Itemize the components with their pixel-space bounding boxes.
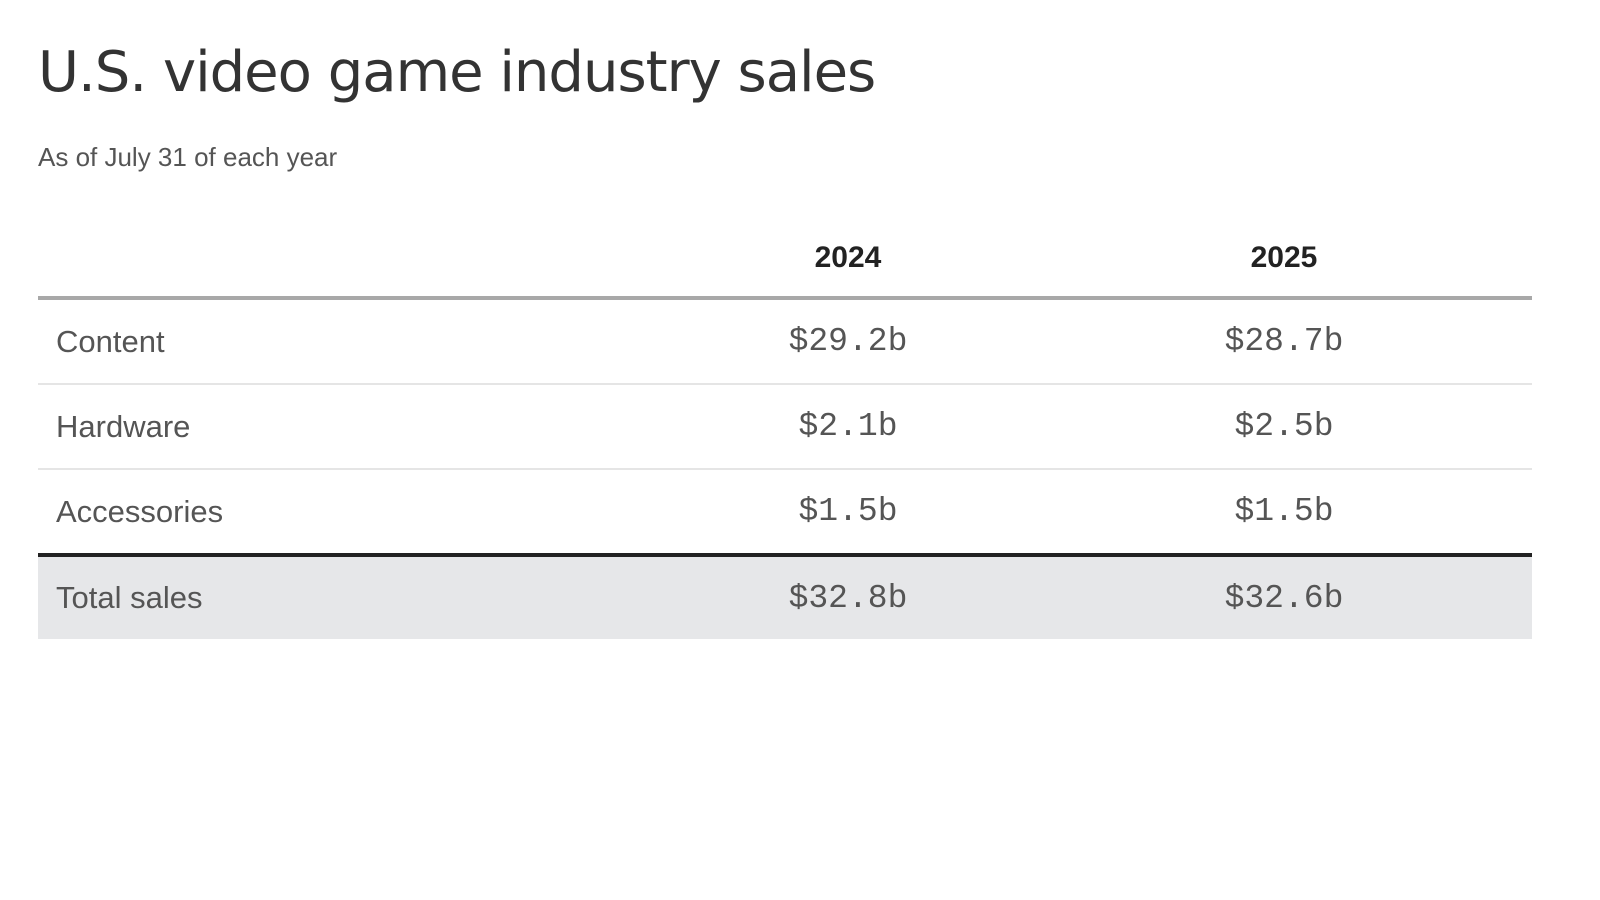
row-label-accessories: Accessories [38,469,660,557]
column-header-label [38,220,660,300]
chart-subtitle: As of July 31 of each year [38,142,338,172]
cell-total-2024: $32.8b [660,555,1036,639]
table-row-hardware: Hardware $2.1b $2.5b [38,384,1532,470]
table-row-accessories: Accessories $1.5b $1.5b [38,469,1532,557]
chart-title: U.S. video game industry sales [38,40,876,105]
row-label-content: Content [38,298,660,385]
row-label-hardware: Hardware [38,384,660,470]
cell-hardware-2025: $2.5b [1036,384,1532,470]
table-row-content: Content $29.2b $28.7b [38,298,1532,385]
sales-table: 2024 2025 Content $29.2b $28.7b Hardware… [38,220,1532,639]
row-label-total: Total sales [38,555,660,639]
table-row-total: Total sales $32.8b $32.6b [38,555,1532,639]
cell-content-2024: $29.2b [660,298,1036,385]
column-header-2025: 2025 [1036,220,1532,300]
cell-accessories-2025: $1.5b [1036,469,1532,557]
cell-accessories-2024: $1.5b [660,469,1036,557]
column-header-2024: 2024 [660,220,1036,300]
table-header-row: 2024 2025 [38,220,1532,300]
cell-total-2025: $32.6b [1036,555,1532,639]
cell-content-2025: $28.7b [1036,298,1532,385]
cell-hardware-2024: $2.1b [660,384,1036,470]
